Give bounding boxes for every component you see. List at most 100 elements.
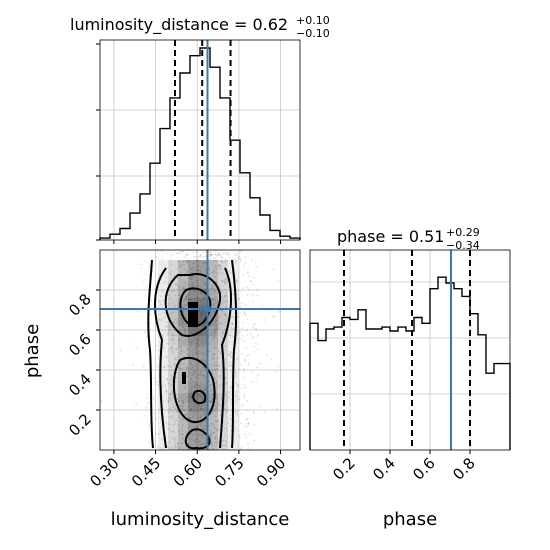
- scatter-point: [190, 366, 193, 369]
- scatter-point: [182, 287, 185, 290]
- scatter-point: [202, 421, 204, 424]
- scatter-point: [245, 436, 247, 439]
- scatter-point: [218, 424, 220, 427]
- scatter-point: [197, 338, 200, 341]
- scatter-point: [210, 333, 213, 335]
- scatter-point: [211, 304, 214, 307]
- scatter-point: [240, 260, 242, 263]
- scatter-point: [164, 311, 167, 314]
- scatter-point: [204, 255, 207, 258]
- scatter-point: [213, 424, 216, 426]
- scatter-point: [140, 267, 142, 270]
- scatter-point: [225, 382, 228, 385]
- scatter-point: [217, 384, 219, 387]
- scatter-point: [247, 289, 250, 291]
- scatter-point: [214, 299, 216, 302]
- scatter-point: [199, 416, 202, 419]
- scatter-point: [208, 433, 211, 436]
- scatter-point: [197, 259, 200, 262]
- scatter-point: [211, 287, 214, 290]
- scatter-point: [181, 321, 184, 323]
- joint-frame: [99, 249, 301, 451]
- scatter-point: [179, 363, 181, 366]
- scatter-point: [243, 358, 246, 361]
- scatter-point: [183, 327, 186, 330]
- scatter-point: [195, 251, 198, 254]
- scatter-point: [185, 339, 188, 342]
- scatter-point: [211, 285, 214, 288]
- scatter-point: [204, 375, 207, 378]
- scatter-point: [238, 368, 241, 371]
- scatter-point: [176, 252, 179, 255]
- scatter-point: [239, 337, 242, 340]
- scatter-point: [197, 285, 199, 287]
- scatter-point: [208, 376, 211, 379]
- scatter-point: [240, 422, 243, 425]
- scatter-point: [225, 291, 228, 294]
- scatter-point: [155, 345, 158, 347]
- scatter-point: [199, 270, 202, 273]
- scatter-point: [230, 418, 233, 421]
- scatter-point: [166, 325, 169, 328]
- scatter-point: [190, 438, 193, 440]
- scatter-point: [157, 446, 160, 449]
- scatter-point: [165, 326, 168, 329]
- scatter-point: [175, 283, 178, 286]
- scatter-point: [209, 258, 212, 261]
- scatter-point: [224, 252, 227, 254]
- scatter-point: [197, 338, 199, 341]
- scatter-point: [174, 304, 177, 307]
- density-cell: [168, 288, 178, 298]
- scatter-point: [195, 383, 198, 385]
- scatter-point: [160, 447, 163, 449]
- scatter-point: [211, 401, 213, 403]
- scatter-point: [213, 267, 216, 270]
- x-tick-label: 0.45: [128, 454, 164, 490]
- scatter-point: [216, 361, 219, 364]
- scatter-point: [246, 293, 249, 296]
- scatter-point: [209, 287, 212, 290]
- scatter-point: [247, 353, 250, 356]
- scatter-point: [182, 423, 184, 426]
- density-cell: [168, 298, 178, 308]
- scatter-point: [185, 447, 188, 450]
- density-cell: [208, 431, 218, 441]
- scatter-point: [219, 260, 222, 263]
- scatter-point: [251, 381, 254, 384]
- scatter-point: [158, 318, 161, 321]
- scatter-point: [189, 391, 192, 394]
- scatter-point: [216, 357, 219, 360]
- scatter-point: [220, 310, 223, 312]
- scatter-point: [217, 316, 220, 319]
- scatter-point: [210, 347, 213, 350]
- scatter-point: [202, 359, 205, 362]
- scatter-point: [192, 339, 195, 341]
- scatter-point: [229, 402, 232, 405]
- scatter-point: [224, 313, 227, 316]
- scatter-point: [202, 366, 205, 369]
- x-axis-label-phase: phase: [383, 509, 437, 530]
- scatter-point: [174, 358, 177, 361]
- scatter-point: [193, 419, 196, 421]
- scatter-point: [200, 285, 203, 288]
- density-cell: [198, 260, 208, 270]
- density-peak-cell: [182, 372, 186, 384]
- scatter-point: [185, 431, 188, 434]
- scatter-point: [253, 439, 256, 442]
- scatter-point: [204, 250, 207, 252]
- scatter-point: [177, 446, 180, 449]
- phase-minus: −0.34: [446, 239, 480, 252]
- scatter-point: [185, 270, 188, 272]
- scatter-point: [224, 294, 227, 297]
- scatter-point: [220, 280, 223, 282]
- scatter-point: [225, 377, 227, 379]
- scatter-point: [209, 325, 212, 328]
- scatter-point: [147, 274, 150, 276]
- scatter-point: [217, 252, 220, 255]
- scatter-point: [221, 256, 224, 259]
- density-cell: [168, 402, 178, 412]
- scatter-point: [197, 361, 200, 364]
- y-tick-label: 0.2: [65, 410, 95, 440]
- scatter-point: [167, 382, 170, 385]
- scatter-point: [244, 261, 247, 264]
